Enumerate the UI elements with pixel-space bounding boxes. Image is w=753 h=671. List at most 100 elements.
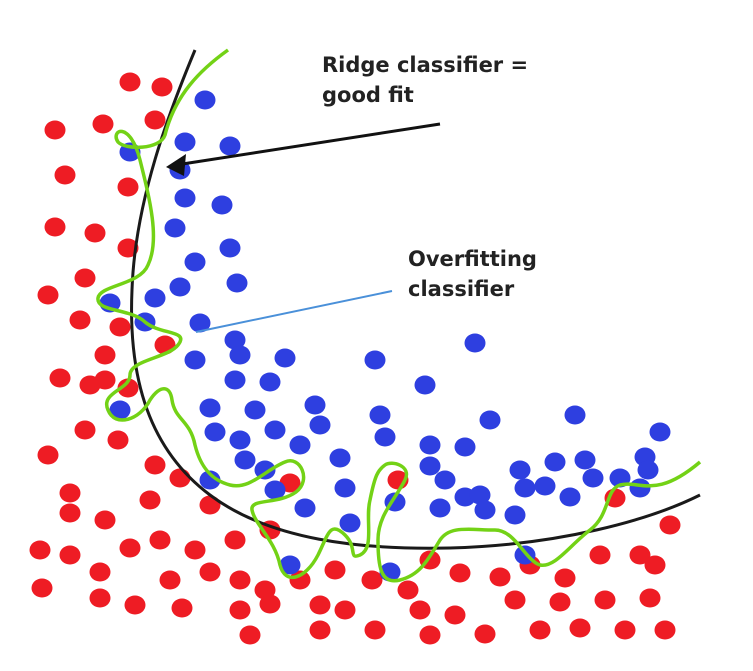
- red-class-point: [74, 420, 96, 440]
- blue-class-point: [559, 487, 581, 507]
- blue-class-point: [509, 460, 531, 480]
- red-class-point: [92, 114, 114, 134]
- red-class-point: [659, 515, 681, 535]
- red-class-point: [239, 625, 261, 645]
- blue-class-point: [454, 437, 476, 457]
- blue-class-point: [334, 478, 356, 498]
- red-class-point: [44, 120, 66, 140]
- red-class-point: [309, 620, 331, 640]
- red-class-point: [259, 594, 281, 614]
- blue-class-point: [544, 452, 566, 472]
- blue-class-point: [339, 513, 361, 533]
- blue-class-point: [364, 350, 386, 370]
- red-class-point: [119, 72, 141, 92]
- red-class-point: [59, 483, 81, 503]
- red-class-point: [124, 595, 146, 615]
- blue-class-point: [144, 288, 166, 308]
- red-class-point: [37, 445, 59, 465]
- blue-class-point: [419, 435, 441, 455]
- red-class-point: [361, 570, 383, 590]
- red-class-point: [29, 540, 51, 560]
- blue-class-point: [199, 398, 221, 418]
- red-class-point: [594, 590, 616, 610]
- red-class-point: [84, 223, 106, 243]
- red-class-point: [334, 600, 356, 620]
- overfit-label-line2: classifier: [408, 277, 515, 301]
- overfit-label-line1: Overfitting: [408, 247, 537, 271]
- blue-class-point: [637, 460, 659, 480]
- blue-class-point: [259, 372, 281, 392]
- overfitting-boundary-curve: [96, 48, 702, 583]
- red-class-point: [419, 625, 441, 645]
- blue-class-point: [199, 470, 221, 490]
- red-class-point: [144, 455, 166, 475]
- overfit-pointer-line: [195, 290, 393, 333]
- ridge-pointer-arrow: [175, 122, 441, 167]
- blue-class-point: [329, 448, 351, 468]
- red-class-point: [59, 545, 81, 565]
- blue-class-point: [294, 498, 316, 518]
- blue-class-point: [429, 498, 451, 518]
- red-class-point: [109, 317, 131, 337]
- blue-class-point: [649, 422, 671, 442]
- blue-class-point: [474, 500, 496, 520]
- red-class-point: [94, 370, 116, 390]
- blue-class-point: [244, 400, 266, 420]
- blue-class-point: [464, 333, 486, 353]
- blue-class-point: [109, 400, 131, 420]
- blue-class-point: [229, 430, 251, 450]
- blue-class-point: [289, 435, 311, 455]
- red-class-point: [554, 568, 576, 588]
- red-class-point: [117, 378, 139, 398]
- blue-class-point: [469, 485, 491, 505]
- blue-class-point: [264, 480, 286, 500]
- blue-class-point: [574, 450, 596, 470]
- red-class-point: [159, 570, 181, 590]
- blue-class-point: [374, 427, 396, 447]
- red-class-point: [117, 238, 139, 258]
- red-class-point: [324, 560, 346, 580]
- blue-class-point: [309, 415, 331, 435]
- red-class-point: [569, 618, 591, 638]
- blue-class-point: [224, 370, 246, 390]
- red-class-point: [44, 217, 66, 237]
- blue-class-point: [534, 476, 556, 496]
- blue-class-point: [226, 273, 248, 293]
- red-class-point: [364, 620, 386, 640]
- blue-class-point: [279, 555, 301, 575]
- red-class-point: [629, 545, 651, 565]
- blue-class-point: [204, 422, 226, 442]
- blue-class-point: [629, 478, 651, 498]
- red-class-point: [31, 578, 53, 598]
- red-class-point: [89, 562, 111, 582]
- blue-class-point: [174, 132, 196, 152]
- red-class-point: [171, 598, 193, 618]
- ridge-boundary-curve: [130, 49, 701, 550]
- blue-class-point: [224, 330, 246, 350]
- blue-class-point: [184, 350, 206, 370]
- red-class-point: [107, 430, 129, 450]
- blue-class-point: [219, 136, 241, 156]
- ridge-label: Ridge classifier = good fit: [322, 50, 528, 110]
- red-class-point: [229, 600, 251, 620]
- blue-class-point: [229, 345, 251, 365]
- red-class-point: [474, 624, 496, 644]
- red-class-point: [654, 620, 676, 640]
- red-class-point: [54, 165, 76, 185]
- blue-class-point: [184, 252, 206, 272]
- red-class-points: [29, 72, 681, 645]
- red-class-point: [614, 620, 636, 640]
- ridge-label-line2: good fit: [322, 83, 414, 107]
- blue-class-point: [254, 460, 276, 480]
- red-class-point: [139, 490, 161, 510]
- red-class-point: [199, 495, 221, 515]
- red-class-point: [89, 588, 111, 608]
- blue-class-point: [211, 195, 233, 215]
- red-class-point: [94, 345, 116, 365]
- blue-class-point: [504, 505, 526, 525]
- red-class-point: [549, 592, 571, 612]
- ridge-arrowhead: [166, 154, 186, 176]
- blue-class-point: [264, 420, 286, 440]
